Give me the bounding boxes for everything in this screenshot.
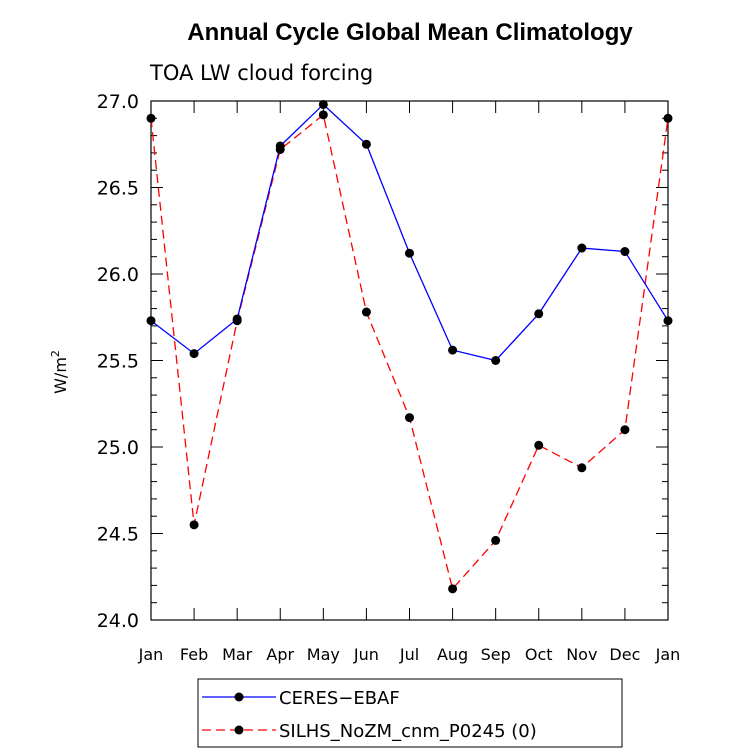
y-tick-labels: 24.0 24.5 25.0 25.5 26.0 26.5 27.0: [97, 91, 139, 632]
series-layer: [146, 99, 673, 594]
data-point: [318, 110, 328, 120]
y-tick-label: 26.5: [97, 178, 139, 200]
data-point: [534, 309, 544, 319]
x-tick-label: Sep: [481, 645, 511, 664]
y-tick-label: 24.5: [97, 524, 139, 546]
data-point: [448, 584, 458, 594]
x-tick-label: Jan: [655, 645, 681, 664]
data-point: [663, 316, 673, 326]
chart-title: Annual Cycle Global Mean Climatology: [187, 19, 633, 46]
data-point: [318, 99, 328, 109]
x-tick-label: May: [307, 645, 340, 664]
x-tick-label: Jun: [353, 645, 379, 664]
x-tick-label: Jan: [138, 645, 164, 664]
legend-marker: [234, 692, 244, 702]
y-axis-label-text: W/m: [51, 357, 70, 394]
data-point: [663, 113, 673, 123]
data-point: [577, 243, 587, 253]
x-tick-labels: Jan Feb Mar Apr May Jun Jul Aug Sep Oct Nov Dec Jan: [138, 645, 681, 664]
data-point: [361, 139, 371, 149]
data-point: [491, 535, 501, 545]
y-axis-label: W/m2: [49, 350, 70, 394]
series-line: [150, 113, 669, 591]
x-tick-label: Apr: [266, 645, 294, 664]
series-line: [150, 103, 669, 362]
data-point: [405, 248, 414, 258]
data-point: [620, 425, 630, 435]
x-tick-label: Feb: [180, 645, 208, 664]
data-point: [275, 141, 285, 151]
data-point: [405, 413, 414, 423]
y-tick-label: 26.0: [97, 264, 139, 286]
legend-marker: [234, 725, 244, 735]
chart-subtitle: TOA LW cloud forcing: [149, 61, 373, 85]
x-tick-label: Nov: [566, 645, 597, 664]
data-point: [146, 316, 156, 326]
x-tick-label: Jul: [399, 645, 419, 664]
y-tick-label: 25.0: [97, 437, 139, 459]
legend-label: SILHS_NoZM_cnm_P0245 (0): [279, 721, 537, 742]
y-tick-label: 27.0: [97, 91, 139, 113]
data-point: [189, 520, 199, 530]
y-tick-label: 24.0: [97, 610, 139, 632]
data-point: [146, 113, 156, 123]
data-point: [620, 247, 630, 257]
data-point: [491, 356, 501, 365]
data-point: [361, 307, 371, 317]
y-axis-label-exponent: 2: [49, 350, 62, 357]
axis-ticks: [150, 100, 669, 621]
legend-label: CERES−EBAF: [279, 688, 400, 709]
x-tick-label: Dec: [609, 645, 640, 664]
data-point: [448, 345, 458, 355]
y-tick-label: 25.5: [97, 351, 139, 373]
data-point: [577, 463, 587, 473]
data-point: [232, 314, 242, 324]
x-tick-label: Oct: [525, 645, 553, 664]
data-point: [189, 349, 199, 359]
legend-box: [197, 678, 623, 748]
x-tick-label: Aug: [437, 645, 468, 664]
data-point: [534, 440, 544, 450]
x-tick-label: Mar: [222, 645, 253, 664]
legend: CERES−EBAF SILHS_NoZM_cnm_P0245 (0): [197, 678, 623, 748]
